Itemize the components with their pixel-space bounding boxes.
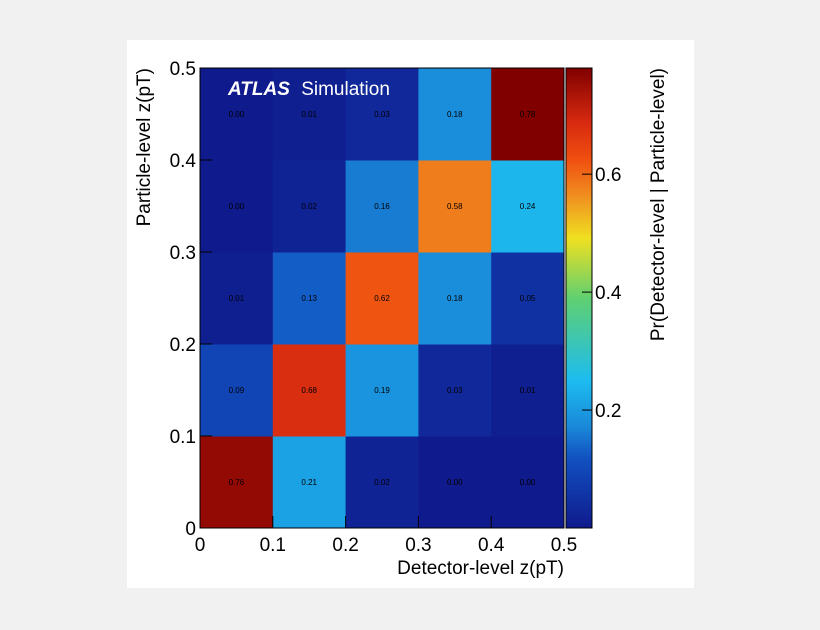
cell-value-label: 0.03 xyxy=(447,386,463,395)
cell-value-label: 0.05 xyxy=(520,294,536,303)
x-tick-label: 0.4 xyxy=(478,535,505,556)
heatmap-cell xyxy=(200,344,274,437)
y-tick-label: 0.2 xyxy=(170,335,196,356)
cell-value-label: 0.16 xyxy=(374,202,390,211)
heatmap-cell xyxy=(272,252,347,345)
cell-value-label: 0.00 xyxy=(229,202,245,211)
annotation-bold: ATLAS xyxy=(227,79,290,100)
y-axis-label: Particle-level z(pT) xyxy=(134,68,155,226)
heatmap-cell xyxy=(418,436,492,529)
y-tick-label: 0 xyxy=(185,519,196,540)
colorbar-tick-label: 0.4 xyxy=(595,283,622,304)
heatmap-cell xyxy=(345,252,419,345)
cell-value-label: 0.21 xyxy=(301,478,317,487)
heatmap-cell xyxy=(418,160,492,253)
cell-value-label: 0.62 xyxy=(374,294,390,303)
colorbar-tick-label: 0.6 xyxy=(595,165,621,186)
cell-value-label: 0.13 xyxy=(301,294,317,303)
cell-value-label: 0.00 xyxy=(520,478,536,487)
x-tick-label: 0.5 xyxy=(551,535,577,556)
cell-value-label: 0.00 xyxy=(229,110,245,119)
cell-value-label: 0.78 xyxy=(520,110,536,119)
cell-value-label: 0.18 xyxy=(447,110,463,119)
heatmap-cell xyxy=(200,436,274,529)
cell-value-label: 0.58 xyxy=(447,202,463,211)
plot-area xyxy=(200,68,565,529)
cell-value-label: 0.01 xyxy=(520,386,536,395)
y-tick-label: 0.1 xyxy=(170,427,196,448)
heatmap-cell xyxy=(418,344,492,437)
heatmap-cell xyxy=(418,252,492,345)
y-tick-label: 0.4 xyxy=(170,151,197,172)
cell-value-label: 0.24 xyxy=(520,202,536,211)
heatmap-cell xyxy=(345,344,419,437)
heatmap-cell xyxy=(491,252,565,345)
colorbar xyxy=(565,67,593,529)
cell-value-label: 0.01 xyxy=(301,110,317,119)
heatmap-cell xyxy=(200,252,274,345)
cell-value-label: 0.18 xyxy=(447,294,463,303)
cell-value-label: 0.02 xyxy=(301,202,317,211)
heatmap-cell xyxy=(200,68,274,161)
heatmap-cell xyxy=(418,68,492,161)
x-tick-label: 0.3 xyxy=(405,535,431,556)
cell-value-label: 0.01 xyxy=(229,294,245,303)
heatmap-cell xyxy=(272,344,347,437)
y-tick-label: 0.5 xyxy=(170,59,196,80)
annotation-text: Simulation xyxy=(301,79,390,100)
heatmap-cell xyxy=(272,160,347,253)
annotation: ATLAS Simulation xyxy=(227,79,390,100)
heatmap-cell xyxy=(345,160,419,253)
heatmap-cell xyxy=(272,68,347,161)
plot-frame xyxy=(199,67,565,529)
cell-value-label: 0.02 xyxy=(374,478,390,487)
x-tick-label: 0.2 xyxy=(332,535,358,556)
heatmap-cell xyxy=(272,436,347,529)
heatmap-cell xyxy=(491,436,565,529)
heatmap-cell xyxy=(200,160,274,253)
cell-value-label: 0.09 xyxy=(229,386,245,395)
heatmap-cell xyxy=(491,160,565,253)
heatmap-cell xyxy=(491,68,565,161)
heatmap-cell xyxy=(345,436,419,529)
cell-value-label: 0.00 xyxy=(447,478,463,487)
x-tick-label: 0.1 xyxy=(260,535,286,556)
cell-value-label: 0.19 xyxy=(374,386,390,395)
y-tick-label: 0.3 xyxy=(170,243,196,264)
heatmap-cell xyxy=(345,68,419,161)
cell-value-label: 0.68 xyxy=(301,386,317,395)
x-tick-label: 0 xyxy=(195,535,206,556)
cell-value-label: 0.76 xyxy=(229,478,245,487)
heatmap-cell xyxy=(491,344,565,437)
x-axis-label: Detector-level z(pT) xyxy=(397,558,564,579)
colorbar-label: Pr(Detector-level | Particle-level) xyxy=(648,68,669,341)
cell-value-label: 0.03 xyxy=(374,110,390,119)
colorbar-tick-label: 0.2 xyxy=(595,401,621,422)
